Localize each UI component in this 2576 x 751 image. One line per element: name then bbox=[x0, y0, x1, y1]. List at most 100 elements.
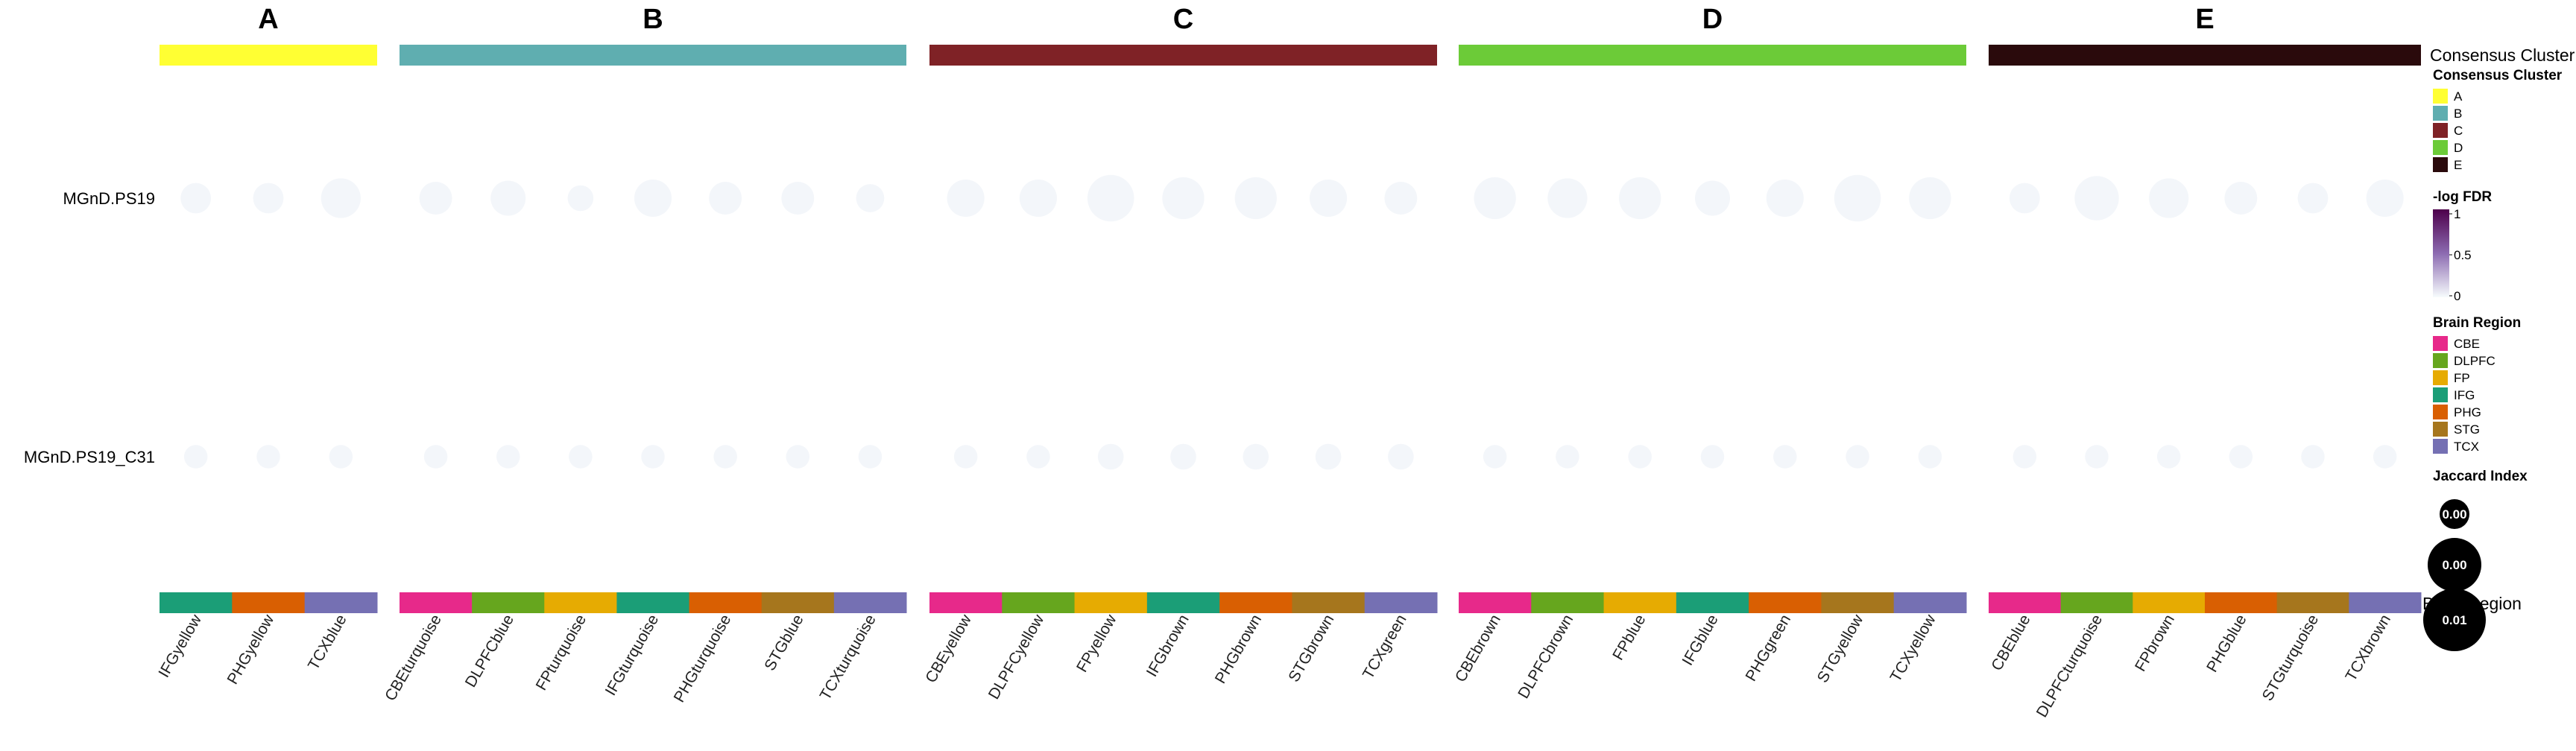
column-label-STGturquoise: STGturquoise bbox=[2259, 612, 2323, 704]
dot-MGnD.PS19-PHGbrown bbox=[1234, 177, 1277, 220]
region-cell-CBEblue bbox=[1989, 592, 2062, 613]
column-label-IFGturquoise: IFGturquoise bbox=[602, 612, 663, 699]
column-label-IFGblue: IFGblue bbox=[1679, 612, 1722, 668]
consensus-track-label: Consensus Cluster bbox=[2430, 45, 2575, 65]
region-cell-IFGblue bbox=[1676, 592, 1749, 613]
dot-MGnD.PS19-DLPFCturquoise bbox=[2074, 176, 2119, 221]
legend-jaccard-circle-2 bbox=[2423, 589, 2486, 651]
legend: Consensus Cluster Brain Region Consensus C… bbox=[2422, 45, 2575, 651]
dot-MGnD.PS19_C31-CBEbrown bbox=[1483, 445, 1507, 469]
dot-MGnD.PS19-IFGbrown bbox=[1162, 177, 1205, 220]
dot-MGnD.PS19_C31-CBEblue bbox=[2012, 445, 2037, 469]
dot-MGnD.PS19-FPturquoise bbox=[567, 185, 594, 212]
dot-MGnD.PS19-STGbrown bbox=[1310, 179, 1348, 218]
region-cell-CBEyellow bbox=[929, 592, 1003, 613]
column-label-TCXgreen: TCXgreen bbox=[1360, 612, 1410, 682]
region-cell-FPblue bbox=[1603, 592, 1677, 613]
dot-MGnD.PS19-CBEturquoise bbox=[419, 182, 452, 215]
region-cell-FPbrown bbox=[2133, 592, 2206, 613]
dot-MGnD.PS19_C31-FPyellow bbox=[1097, 443, 1124, 470]
region-cell-TCXbrown bbox=[2349, 592, 2422, 613]
dot-MGnD.PS19_C31-CBEturquoise bbox=[423, 445, 448, 469]
legend-consensus-label-E: E bbox=[2454, 158, 2462, 172]
column-label-IFGyellow: IFGyellow bbox=[155, 611, 205, 680]
legend-region-label-DLPFC: DLPFC bbox=[2454, 354, 2496, 368]
dot-MGnD.PS19_C31-TCXturquoise bbox=[858, 445, 883, 469]
region-cell-CBEbrown bbox=[1459, 592, 1532, 613]
legend-jaccard-label-0: 0.00 bbox=[2442, 507, 2466, 522]
dot-MGnD.PS19_C31-TCXbrown bbox=[2373, 445, 2397, 469]
legend-region-swatch-IFG bbox=[2433, 387, 2448, 402]
dot-MGnD.PS19-TCXturquoise bbox=[856, 184, 885, 212]
legend-region-label-FP: FP bbox=[2454, 371, 2470, 385]
dot-MGnD.PS19-CBEblue bbox=[2009, 183, 2040, 214]
legend-consensus-swatch-A bbox=[2433, 89, 2448, 104]
dot-MGnD.PS19_C31-PHGbrown bbox=[1243, 443, 1269, 470]
dot-MGnD.PS19-STGturquoise bbox=[2297, 183, 2329, 214]
legend-consensus-label-C: C bbox=[2454, 124, 2463, 138]
cluster-title-C: C bbox=[1173, 4, 1193, 35]
column-label-TCXblue: TCXblue bbox=[305, 612, 350, 673]
consensus-cluster-annotation bbox=[160, 45, 2421, 66]
legend-region-title: Brain Region bbox=[2433, 315, 2521, 331]
dot-MGnD.PS19_C31-PHGyellow bbox=[256, 445, 280, 469]
dot-MGnD.PS19_C31-IFGbrown bbox=[1170, 443, 1196, 470]
column-label-DLPFCblue: DLPFCblue bbox=[462, 612, 517, 691]
column-label-PHGgreen: PHGgreen bbox=[1743, 612, 1795, 684]
dot-MGnD.PS19_C31-IFGyellow bbox=[183, 445, 208, 469]
consensus-bar-A bbox=[160, 45, 377, 66]
legend-region-swatch-TCX bbox=[2433, 439, 2448, 454]
dot-MGnD.PS19_C31-TCXyellow bbox=[1918, 445, 1942, 469]
column-label-TCXbrown: TCXbrown bbox=[2342, 612, 2394, 684]
column-label-DLPFCbrown: DLPFCbrown bbox=[1515, 612, 1576, 702]
dot-MGnD.PS19_C31-DLPFCbrown bbox=[1556, 445, 1579, 469]
dot-MGnD.PS19-TCXblue bbox=[321, 178, 361, 218]
dot-MGnD.PS19-FPyellow bbox=[1087, 174, 1134, 222]
column-label-DLPFCturquoise: DLPFCturquoise bbox=[2033, 612, 2106, 720]
dot-MGnD.PS19-PHGturquoise bbox=[709, 182, 742, 215]
region-cell-DLPFCyellow bbox=[1002, 592, 1076, 613]
dot-MGnD.PS19-DLPFCblue bbox=[490, 180, 526, 216]
dot-MGnD.PS19_C31-STGturquoise bbox=[2301, 445, 2325, 469]
brain-region-annotation bbox=[160, 592, 2422, 613]
region-cell-DLPFCturquoise bbox=[2060, 592, 2133, 613]
cluster-title-B: B bbox=[643, 4, 663, 35]
dot-MGnD.PS19-STGyellow bbox=[1834, 174, 1881, 222]
dot-MGnD.PS19-IFGyellow bbox=[180, 183, 212, 214]
legend-consensus-swatch-C bbox=[2433, 123, 2448, 138]
column-label-PHGblue: PHGblue bbox=[2203, 612, 2250, 675]
column-labels: IFGyellow PHGyellow TCXblue CBEturquoise DLP… bbox=[155, 611, 2394, 720]
legend-fdr-bar bbox=[2433, 209, 2449, 297]
dot-MGnD.PS19-PHGyellow bbox=[253, 183, 284, 214]
legend-jaccard-label-2: 0.01 bbox=[2442, 613, 2466, 627]
column-label-FPbrown: FPbrown bbox=[2132, 612, 2178, 674]
region-cell-DLPFCblue bbox=[472, 592, 545, 613]
column-label-TCXyellow: TCXyellow bbox=[1887, 611, 1940, 685]
legend-consensus-swatch-E bbox=[2433, 157, 2448, 172]
region-cell-STGturquoise bbox=[2276, 592, 2349, 613]
legend-fdr-tick-label-1: 0.5 bbox=[2454, 248, 2472, 262]
dot-matrix bbox=[180, 174, 2404, 470]
dot-MGnD.PS19-TCXgreen bbox=[1384, 182, 1418, 215]
legend-consensus-title: Consensus Cluster bbox=[2433, 68, 2563, 83]
column-label-CBEbrown: CBEbrown bbox=[1452, 612, 1504, 685]
dot-MGnD.PS19-CBEyellow bbox=[947, 179, 985, 218]
region-cell-TCXturquoise bbox=[833, 592, 907, 613]
legend-region-swatch-PHG bbox=[2433, 405, 2448, 419]
region-cell-IFGturquoise bbox=[616, 592, 690, 613]
region-cell-IFGbrown bbox=[1146, 592, 1220, 613]
column-label-STGblue: STGblue bbox=[761, 612, 806, 674]
dot-MGnD.PS19_C31-STGyellow bbox=[1846, 445, 1869, 469]
column-label-TCXturquoise: TCXturquoise bbox=[817, 612, 880, 703]
column-label-CBEyellow: CBEyellow bbox=[922, 611, 975, 685]
consensus-bar-C bbox=[929, 45, 1437, 66]
dot-MGnD.PS19_C31-PHGblue bbox=[2229, 445, 2253, 469]
region-cell-PHGblue bbox=[2205, 592, 2278, 613]
dot-MGnD.PS19-STGblue bbox=[781, 182, 815, 215]
legend-fdr-title: -log FDR bbox=[2433, 189, 2492, 205]
legend-consensus-label-A: A bbox=[2454, 89, 2463, 104]
consensus-bar-B bbox=[400, 45, 906, 66]
legend-region-label-STG: STG bbox=[2454, 422, 2480, 437]
legend-jaccard-label-1: 0.00 bbox=[2442, 558, 2466, 572]
region-cell-PHGgreen bbox=[1749, 592, 1822, 613]
